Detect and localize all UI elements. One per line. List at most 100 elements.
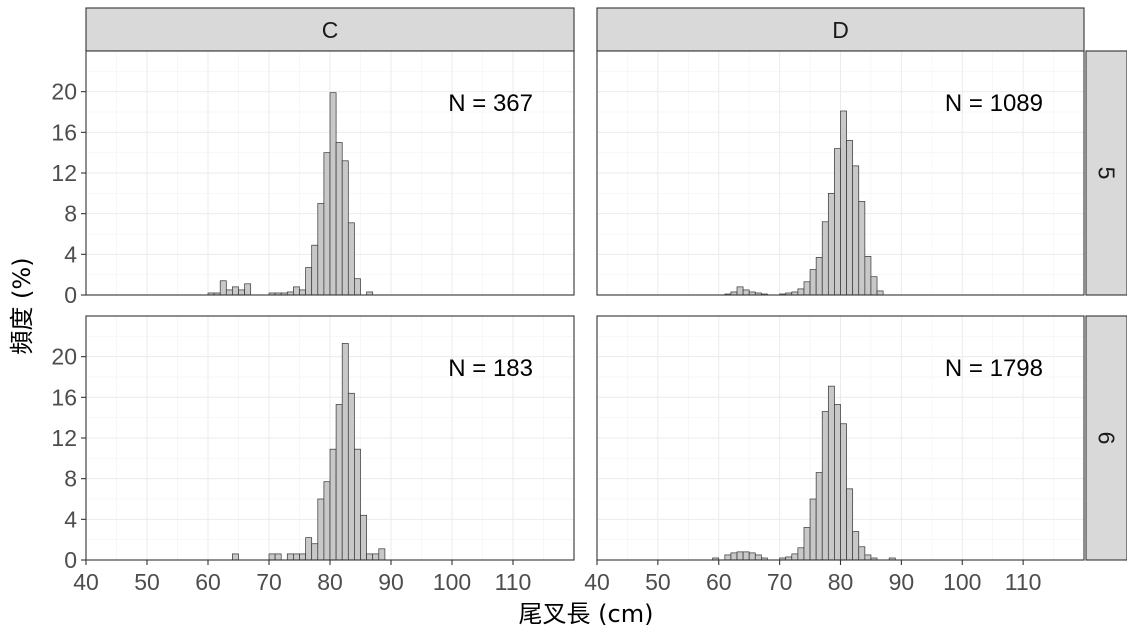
column-strip-d: D (596, 7, 1085, 52)
y-tick-label: 8 (64, 466, 77, 492)
x-tick-label: 50 (645, 569, 671, 595)
histogram-bar (347, 392, 355, 561)
histogram-bar (244, 283, 252, 296)
y-tick-label: 8 (64, 201, 77, 227)
histogram-bar (347, 222, 355, 296)
histogram-bar (834, 148, 841, 296)
histogram-bar (238, 289, 245, 296)
histogram-bar (360, 514, 367, 561)
sample-size-label: N = 367 (448, 90, 533, 117)
histogram-bar (821, 411, 829, 561)
histogram-bar (840, 423, 847, 561)
histogram-bar (305, 267, 313, 296)
x-tick-label: 110 (495, 569, 532, 595)
histogram-bar (378, 548, 386, 561)
histogram-bar (858, 546, 866, 561)
histogram-bar (354, 448, 361, 561)
y-tick-label: 16 (51, 119, 77, 145)
histogram-bar (293, 286, 300, 296)
histogram-bar (335, 404, 343, 561)
histogram-bar (742, 289, 750, 296)
histogram-bar (323, 152, 331, 296)
histogram-bar (311, 543, 319, 561)
histogram-bar (809, 498, 817, 561)
x-tick-label: 60 (195, 569, 221, 595)
sample-size-label: N = 1798 (945, 355, 1043, 382)
histogram-bar (803, 527, 811, 561)
x-tick-label: 100 (433, 569, 471, 595)
histogram-bar (219, 280, 227, 296)
histogram-bar (827, 192, 835, 296)
histogram-bar (748, 552, 756, 561)
histogram-bar (821, 221, 829, 296)
histogram-bar (797, 288, 805, 296)
panel-border (596, 50, 1085, 296)
histogram-bar (311, 244, 319, 296)
row-strip-6: 6 (1085, 315, 1127, 561)
column-strip-box (596, 7, 1085, 52)
histogram-bar (299, 289, 306, 296)
histogram-bar (846, 140, 854, 296)
sample-size-label: N = 183 (448, 355, 533, 382)
row-strip-5: 5 (1085, 50, 1127, 296)
column-strip-c: C (85, 7, 575, 52)
y-tick-label: 20 (51, 79, 77, 105)
y-tick-label: 20 (51, 344, 77, 370)
x-axis-column-d: 40 50 60 70 80 90 100 110 (584, 560, 1041, 595)
y-axis-row-6: 0 4 8 12 16 20 (51, 344, 86, 573)
histogram-bar (736, 551, 744, 561)
y-tick-label: 16 (51, 384, 77, 410)
histogram-bar (341, 343, 349, 561)
column-strip-label: D (832, 17, 849, 43)
y-tick-label: 12 (51, 160, 77, 186)
sample-size-label: N = 1089 (945, 90, 1043, 117)
x-tick-label: 100 (943, 569, 981, 595)
histogram-bar (876, 290, 884, 296)
histogram-bar (335, 142, 343, 296)
histogram-bar (268, 553, 276, 561)
histogram-bar (354, 278, 361, 296)
histogram-bar (827, 385, 835, 561)
y-tick-label: 0 (64, 547, 77, 573)
y-tick-label: 12 (51, 425, 77, 451)
histogram-bar (724, 554, 732, 561)
histogram-bar (341, 160, 349, 296)
x-tick-label: 90 (378, 569, 404, 595)
histogram-bar (299, 553, 306, 561)
panel-d-5: N = 1089 (596, 50, 1085, 296)
x-tick-label: 80 (317, 569, 343, 595)
y-tick-label: 4 (64, 506, 77, 532)
row-strip-label: 6 (1094, 432, 1120, 445)
histogram-bar (736, 286, 744, 296)
histogram-bar (852, 165, 860, 296)
x-tick-label: 80 (828, 569, 854, 595)
panel-c-6: N = 183 (85, 315, 575, 561)
x-tick-label: 70 (256, 569, 282, 595)
histogram-bar (840, 110, 847, 296)
column-strip-label: C (322, 17, 339, 43)
histogram-bar (286, 553, 294, 561)
column-strip-box (85, 7, 575, 52)
histogram-bar (225, 289, 233, 296)
histogram-bar (864, 554, 872, 561)
y-axis-title: 頻度 (%) (8, 257, 36, 354)
histogram-bar (870, 276, 878, 296)
row-strip-label: 5 (1094, 167, 1120, 180)
histogram-bar (815, 257, 823, 296)
histogram-bar (742, 551, 750, 561)
y-axis-row-5: 0 4 8 12 16 20 (51, 79, 86, 308)
row-strip-box (1085, 315, 1127, 561)
x-tick-label: 60 (706, 569, 732, 595)
histogram-bar (329, 448, 337, 561)
x-axis-column-c: 40 50 60 70 80 90 100 110 (73, 560, 531, 595)
y-tick-label: 0 (64, 282, 77, 308)
histogram-bar (852, 531, 860, 561)
panel-c-5: N = 367 (85, 50, 575, 296)
x-tick-label: 90 (889, 569, 915, 595)
x-tick-label: 40 (73, 569, 99, 595)
histogram-bar (809, 269, 817, 296)
histogram-bar (797, 547, 805, 561)
histogram-bar (323, 481, 331, 561)
